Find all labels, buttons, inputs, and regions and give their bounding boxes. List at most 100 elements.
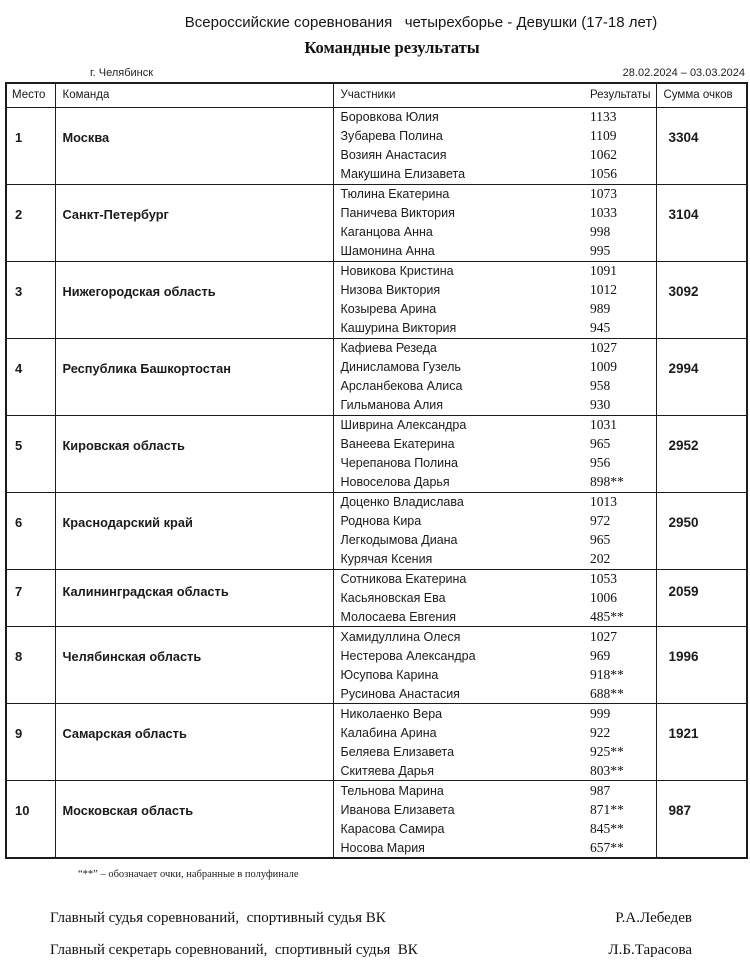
place-cell: 6 [6, 491, 56, 569]
place-cell: 3 [6, 260, 56, 338]
participant-name-cell: Каганцова Анна [340, 225, 433, 240]
participant-name-cell: Иванова Елизавета [340, 802, 455, 817]
page-title: Всероссийские соревнования четырехборье … [184, 14, 658, 31]
team-group-start-row: 9 Самарская область Николаенко Вера 999 1921 [6, 703, 747, 781]
participant-name-cell: Новикова Кристина [333, 260, 590, 281]
chief-judge-name: Р.А.Лебедев [615, 909, 692, 926]
participant-score-cell: 998 [590, 224, 611, 240]
participant-name-cell: Тельнова Марина [333, 780, 590, 800]
participant-name-cell: Возиян Анастасия [340, 148, 447, 163]
participant-name-cell: Легкодымова Диана [340, 533, 458, 548]
participant-score-cell: 1027 [590, 337, 656, 358]
column-header-participants: Участники [333, 83, 590, 108]
team-member-row: Легкодымова Диана 965 [6, 531, 747, 550]
participant-score-cell: 1006 [590, 589, 617, 605]
participant-score-cell: 1073 [590, 183, 656, 204]
team-name-cell: Нижегородская область [55, 260, 334, 338]
participant-score-cell: 871** [590, 801, 624, 817]
participant-score-cell: 965 [590, 532, 611, 548]
participant-name-cell: Скитяева Дарья [340, 763, 435, 778]
participant-score-cell: 989 [590, 301, 611, 317]
participant-name-cell: Николаенко Вера [333, 703, 590, 723]
participant-score-cell: 918** [590, 666, 624, 682]
participant-name-cell: Беляева Елизавета [340, 744, 455, 759]
participant-name-cell: Роднова Кира [340, 513, 422, 528]
column-header-sum: Сумма очков [655, 83, 747, 108]
date-range-label: 28.02.2024 – 03.03.2024 [622, 67, 745, 79]
meta-row: г. Челябинск 28.02.2024 – 03.03.2024 [0, 67, 750, 79]
participant-score-cell: 925** [590, 743, 624, 759]
participant-score-cell: 1053 [590, 568, 656, 589]
team-name-cell: Республика Башкортостан [55, 337, 334, 415]
participant-score-cell: 965 [590, 435, 611, 451]
team-group-start-row: 2 Санкт-Петербург Тюлина Екатерина 1073 3104 [6, 183, 747, 261]
participant-score-cell: 898** [590, 474, 624, 490]
participant-name-cell: Низова Виктория [340, 282, 441, 297]
team-member-row: Нестерова Александра 969 [6, 646, 747, 665]
team-member-row: Роднова Кира 972 [6, 511, 747, 530]
participant-name-cell: Доценко Владислава [333, 491, 590, 512]
results-table: Место Команда Участники Результаты Сумма… [5, 82, 748, 859]
team-member-row: Возиян Анастасия 1062 [6, 146, 747, 165]
participant-score-cell: 958 [590, 378, 611, 394]
team-member-row: Арсланбекова Алиса 958 [6, 377, 747, 396]
participant-score-cell: 969 [590, 647, 611, 663]
team-member-row: Динисламова Гузель 1009 [6, 357, 747, 376]
participant-score-cell: 930 [590, 397, 611, 413]
participant-score-cell: 1056 [590, 166, 617, 182]
participant-score-cell: 1133 [590, 106, 656, 127]
team-member-row: Курячая Ксения 202 [6, 550, 747, 569]
team-member-row: Ванеева Екатерина 965 [6, 434, 747, 453]
team-member-row: Кашурина Виктория 945 [6, 319, 747, 338]
team-name-cell: Санкт-Петербург [55, 183, 334, 261]
participant-score-cell: 657** [590, 839, 624, 855]
page-subtitle: Командные результаты [304, 38, 480, 57]
participant-score-cell: 1062 [590, 147, 617, 163]
signature-row-chief-secretary: Главный секретарь соревнований, спортивн… [0, 942, 750, 959]
team-member-row: Каганцова Анна 998 [6, 223, 747, 242]
participant-name-cell: Шиврина Александра [333, 414, 590, 435]
team-name-cell: Самарская область [55, 703, 334, 781]
team-member-row: Козырева Арина 989 [6, 300, 747, 319]
team-group-start-row: 5 Кировская область Шиврина Александра 1031… [6, 414, 747, 492]
team-name-cell: Кировская область [55, 414, 334, 492]
column-header-place: Место [6, 83, 56, 108]
chief-secretary-label: Главный секретарь соревнований, спортивн… [50, 941, 418, 958]
participant-name-cell: Паничева Виктория [340, 205, 455, 220]
team-sum-cell: 987 [655, 780, 747, 858]
participant-name-cell: Кашурина Виктория [340, 321, 457, 336]
participant-name-cell: Касьяновская Ева [340, 590, 446, 605]
participant-name-cell: Хамидуллина Олеся [333, 626, 590, 646]
participant-score-cell: 202 [590, 551, 611, 567]
participant-score-cell: 922 [590, 724, 611, 740]
team-member-row: Зубарева Полина 1109 [6, 126, 747, 145]
participant-score-cell: 987 [590, 780, 656, 800]
place-cell: 4 [6, 337, 56, 415]
table-header-row: Место Команда Участники Результаты Сумма… [6, 83, 747, 108]
document-page: Всероссийские соревнования четырехборье … [0, 14, 750, 971]
team-member-row: Касьяновская Ева 1006 [6, 588, 747, 607]
team-name-cell: Московская область [55, 780, 334, 858]
participant-score-cell: 1027 [590, 626, 656, 646]
team-member-row: Калабина Арина 922 [6, 723, 747, 742]
place-cell: 2 [6, 183, 56, 261]
place-cell: 8 [6, 626, 56, 704]
participant-name-cell: Молосаева Евгения [340, 609, 457, 624]
team-member-row: Черепанова Полина 956 [6, 454, 747, 473]
place-cell: 1 [6, 106, 56, 184]
participant-score-cell: 803** [590, 762, 624, 778]
team-member-row: Гильманова Алия 930 [6, 396, 747, 415]
participant-name-cell: Динисламова Гузель [340, 359, 461, 374]
team-sum-cell: 2950 [655, 491, 747, 569]
participant-score-cell: 1009 [590, 358, 617, 374]
team-member-row: Молосаева Евгения 485** [6, 608, 747, 627]
participant-name-cell: Русинова Анастасия [340, 686, 460, 701]
column-header-team: Команда [55, 83, 334, 108]
team-name-cell: Краснодарский край [55, 491, 334, 569]
participant-score-cell: 945 [590, 320, 611, 336]
participant-name-cell: Козырева Арина [340, 302, 437, 317]
place-cell: 7 [6, 568, 56, 627]
participant-name-cell: Шамонина Анна [340, 244, 435, 259]
participant-name-cell: Кафиева Резеда [333, 337, 590, 358]
team-sum-cell: 2994 [655, 337, 747, 415]
